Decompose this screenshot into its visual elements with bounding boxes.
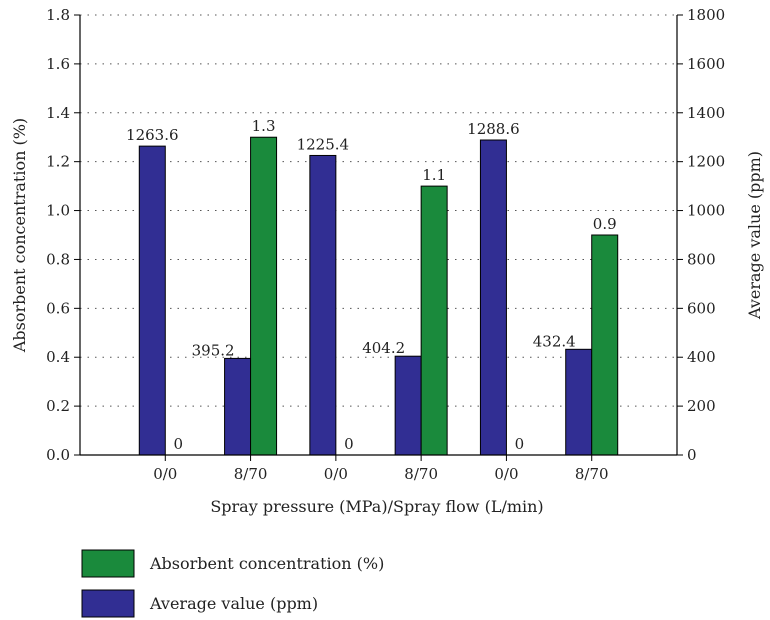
data-label: 0 — [515, 435, 525, 453]
y-right-tick-label: 400 — [687, 348, 716, 366]
x-tick-label: 8/70 — [575, 465, 609, 483]
bars — [138, 136, 619, 456]
data-label: 1.3 — [252, 117, 276, 135]
bar-absorbent-concentration — [420, 185, 448, 456]
data-label: 1263.6 — [126, 126, 179, 144]
y-axis-left-title: Absorbent concentration (%) — [10, 118, 29, 353]
axes — [74, 14, 683, 461]
tick-labels: 0/0 8/70 0/0 8/70 0/0 8/70 0.0 0.2 0.4 0.6 0.8 1.0 1… — [46, 6, 725, 483]
legend-swatch — [81, 589, 135, 618]
x-tick-label: 0/0 — [153, 465, 177, 483]
data-label: 1.1 — [422, 166, 446, 184]
legend: Absorbent concentration (%) Average value… — [81, 549, 384, 618]
data-labels: 1263.6 0 395.2 1.3 1225.4 0 404.2 1.1 1288.6 0 432… — [126, 117, 617, 453]
data-label: 1288.6 — [467, 120, 520, 138]
data-label: 432.4 — [533, 332, 576, 350]
legend-label: Absorbent concentration (%) — [149, 554, 384, 573]
y-left-tick-label: 1.0 — [46, 202, 70, 220]
bar-average-value — [309, 154, 337, 456]
y-right-tick-label: 200 — [687, 397, 716, 415]
data-label: 0.9 — [593, 215, 617, 233]
data-label: 395.2 — [192, 341, 235, 359]
y-left-tick-label: 0.6 — [46, 299, 70, 317]
y-left-tick-label: 1.6 — [46, 55, 70, 73]
y-left-tick-label: 0.2 — [46, 397, 70, 415]
bar-average-value — [138, 145, 166, 456]
data-label: 0 — [174, 435, 184, 453]
y-right-tick-label: 0 — [687, 446, 697, 464]
bar-absorbent-concentration — [591, 234, 619, 456]
data-label: 0 — [344, 435, 354, 453]
x-tick-label: 0/0 — [324, 465, 348, 483]
y-axis-right-title: Average value (ppm) — [745, 151, 764, 320]
y-left-tick-label: 1.8 — [46, 6, 70, 24]
y-left-tick-label: 0.8 — [46, 250, 70, 268]
data-label: 1225.4 — [297, 135, 350, 153]
bar-average-value — [224, 357, 252, 456]
data-label: 404.2 — [362, 339, 405, 357]
y-right-tick-label: 1800 — [687, 6, 725, 24]
y-right-tick-label: 600 — [687, 299, 716, 317]
y-right-tick-label: 1000 — [687, 202, 725, 220]
bar-average-value — [479, 139, 507, 456]
bar-absorbent-concentration — [250, 136, 278, 456]
x-tick-label: 0/0 — [494, 465, 518, 483]
x-tick-label: 8/70 — [404, 465, 438, 483]
y-right-tick-label: 1200 — [687, 153, 725, 171]
x-tick-label: 8/70 — [234, 465, 268, 483]
legend-label: Average value (ppm) — [149, 594, 318, 613]
bar-average-value — [565, 348, 593, 456]
y-right-tick-label: 1600 — [687, 55, 725, 73]
y-left-tick-label: 0.4 — [46, 348, 70, 366]
y-left-tick-label: 1.4 — [46, 104, 70, 122]
y-right-tick-label: 1400 — [687, 104, 725, 122]
y-left-tick-label: 1.2 — [46, 153, 70, 171]
bar-average-value — [394, 355, 422, 456]
x-axis-title: Spray pressure (MPa)/Spray flow (L/min) — [210, 497, 543, 516]
y-right-tick-label: 800 — [687, 250, 716, 268]
legend-swatch — [81, 549, 135, 578]
y-left-tick-label: 0.0 — [46, 446, 70, 464]
